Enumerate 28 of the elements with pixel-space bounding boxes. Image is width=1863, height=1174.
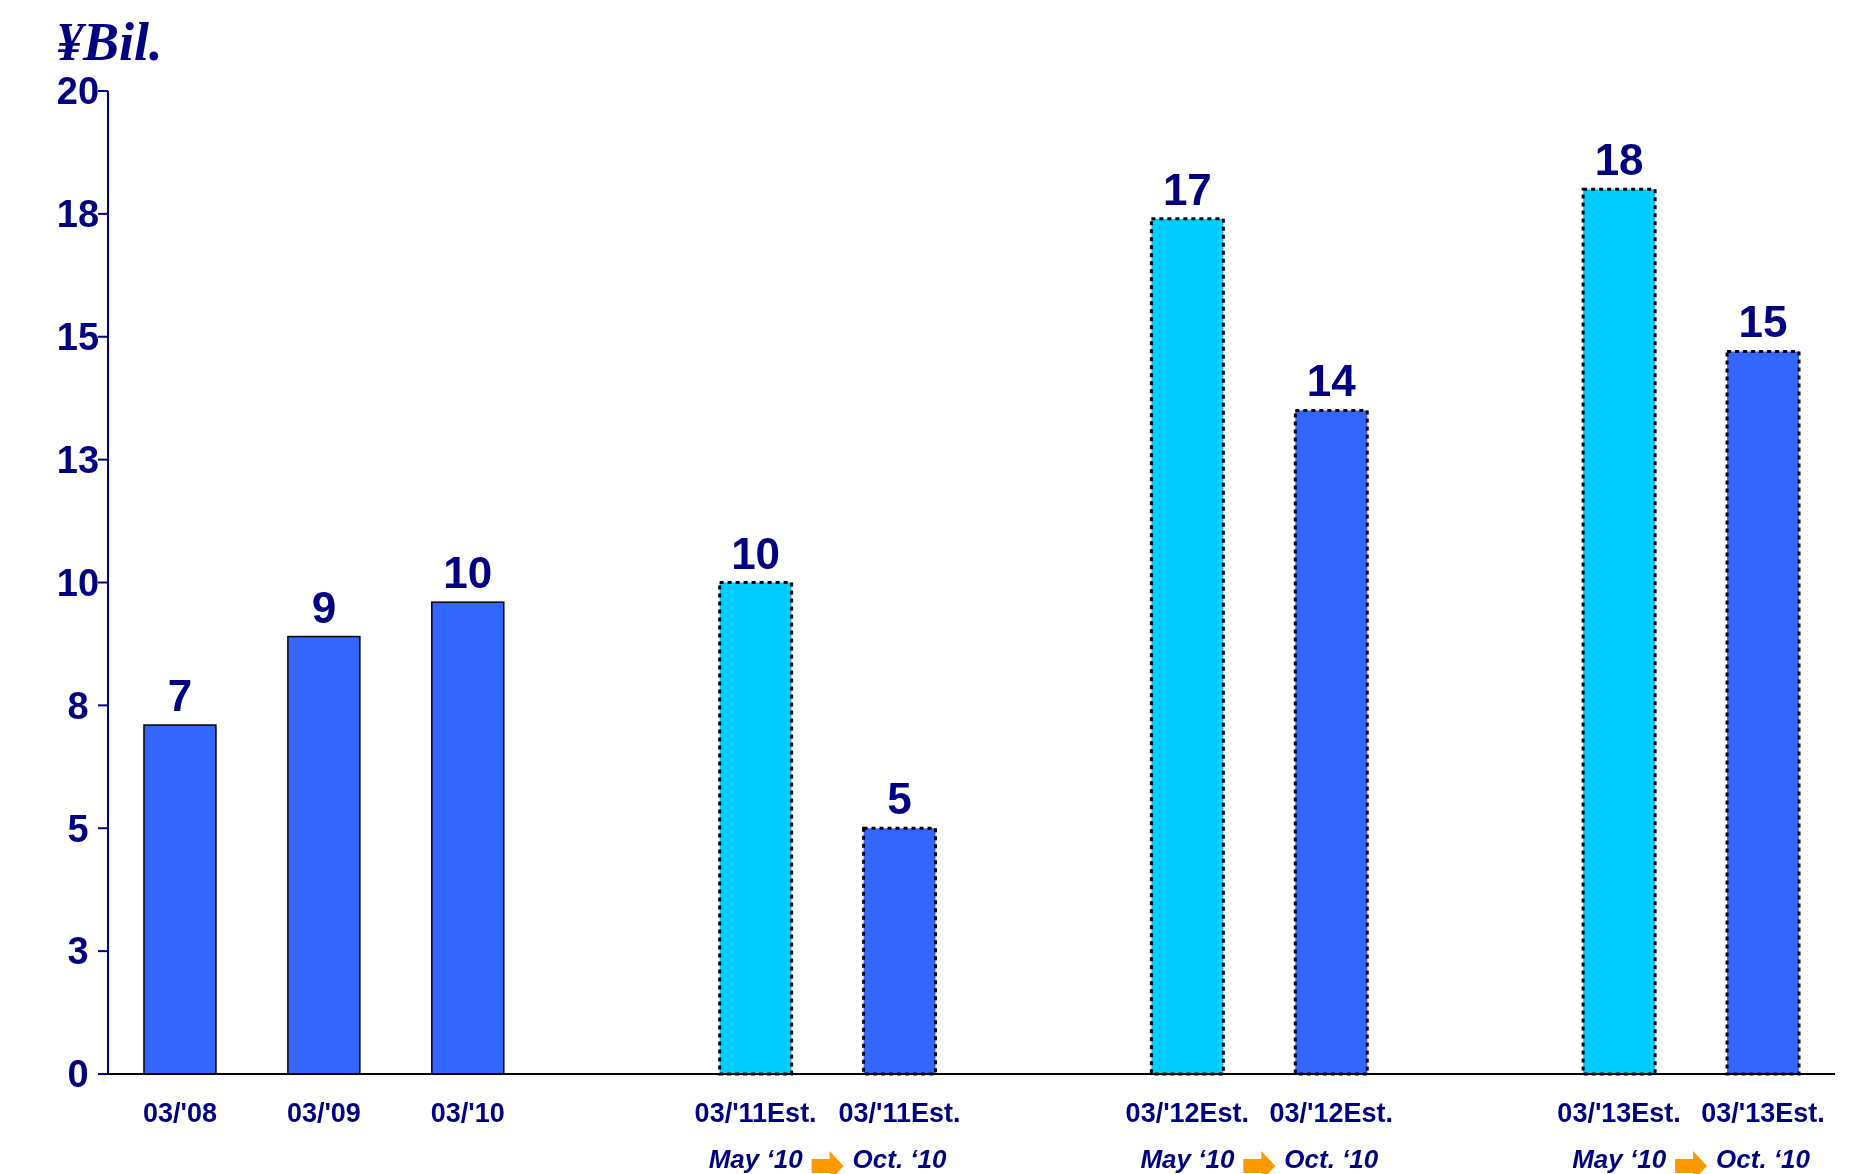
x-tick-label: 03/'12Est. May ‘10	[1125, 1098, 1250, 1174]
data-label: 18	[1594, 135, 1644, 185]
y-axis-title: ¥Bil.	[56, 12, 163, 72]
y-tick-label: 13	[56, 438, 100, 481]
data-label: 7	[167, 671, 193, 721]
data-label: 5	[887, 774, 912, 824]
y-tick-label: 18	[56, 193, 100, 236]
data-label: 9	[311, 582, 337, 632]
y-tick-label: 3	[67, 930, 89, 973]
data-label: 10	[731, 528, 781, 578]
x-tick-label: 03/'12Est. Oct. ‘10	[1269, 1098, 1394, 1174]
x-tick-label: 03/'11Est. Oct. ‘10	[838, 1098, 961, 1174]
y-tick-label: 15	[56, 316, 100, 359]
y-tick-label: 0	[67, 1053, 89, 1096]
x-tick-label: 03/'11Est. May ‘10	[694, 1098, 817, 1174]
x-tick-label: 03/'13Est. Oct. ‘10	[1701, 1098, 1825, 1174]
data-label: 10	[443, 548, 493, 598]
data-label: 14	[1306, 356, 1357, 406]
y-tick-label: 5	[67, 807, 89, 850]
data-label: 15	[1738, 297, 1788, 347]
y-tick-label: 8	[67, 684, 89, 727]
x-tick-label: 03/'09	[286, 1098, 361, 1128]
y-tick-label: 20	[56, 70, 100, 113]
y-tick-label: 10	[56, 561, 100, 604]
x-tick-label: 03/'10	[430, 1098, 505, 1128]
x-tick-label: 03/'08	[142, 1098, 217, 1128]
data-label: 17	[1162, 164, 1212, 214]
x-tick-label: 03/'13Est. May ‘10	[1557, 1098, 1681, 1174]
